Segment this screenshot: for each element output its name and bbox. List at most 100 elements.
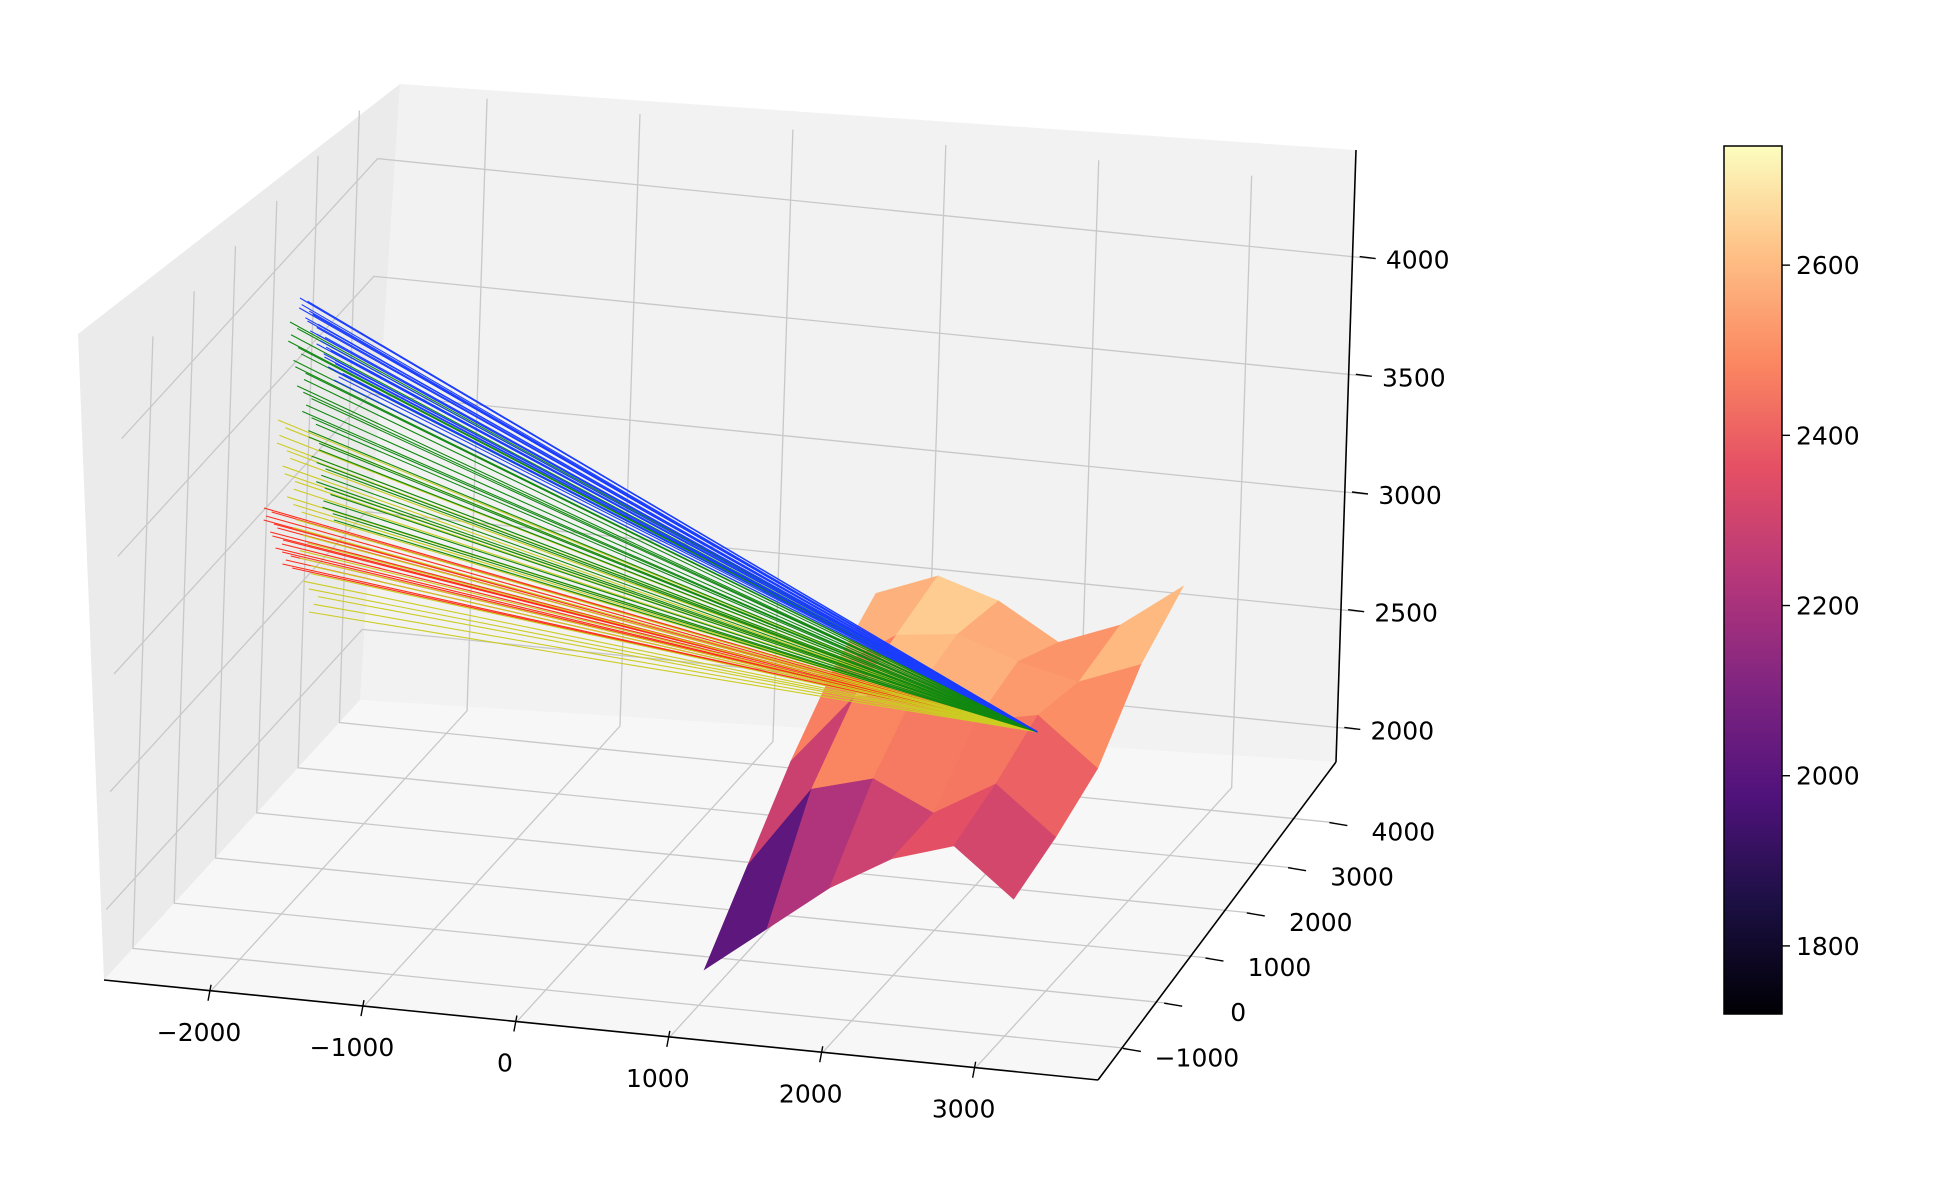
x-tick-mark xyxy=(207,984,212,1001)
ray-line xyxy=(316,327,1038,733)
colorbar: 1800 2000 2200 2400 2600 xyxy=(1723,145,1860,1015)
ray-line xyxy=(306,542,1038,733)
x-tick-mark xyxy=(513,1015,518,1032)
x-tick-mark xyxy=(360,1000,365,1017)
ray-line xyxy=(330,349,1038,733)
ray-line xyxy=(333,519,1038,733)
ray-line xyxy=(311,455,1038,733)
x-tick-label: −1000 xyxy=(310,1033,395,1062)
x-tick-label: 2000 xyxy=(779,1079,843,1108)
surface-patch xyxy=(953,783,1056,900)
y-tick-label: 3000 xyxy=(1330,863,1394,892)
ray-line xyxy=(311,398,1038,733)
ray-line xyxy=(313,603,1038,733)
z-tick-mark xyxy=(1348,608,1365,613)
ray-line xyxy=(310,565,1038,733)
ray-line xyxy=(305,404,1038,733)
ray-line xyxy=(338,376,1038,733)
y-tick-label: −1000 xyxy=(1155,1043,1240,1072)
y-tick-mark xyxy=(1164,1002,1183,1007)
ray-line xyxy=(307,300,1038,733)
ray-line xyxy=(310,573,1038,733)
y-axis-line xyxy=(1097,761,1337,1081)
y-gridline xyxy=(256,200,1251,914)
z-tick-mark xyxy=(1359,255,1376,260)
ray-line xyxy=(305,372,1038,733)
x-gridline xyxy=(516,129,794,1022)
colorbar-tick-label: 2000 xyxy=(1796,762,1860,791)
y-tick-mark xyxy=(1329,821,1348,827)
ray-line xyxy=(342,372,1038,733)
ray-line xyxy=(308,611,1038,733)
ray-line xyxy=(315,423,1038,733)
z-tick-mark xyxy=(1351,491,1369,495)
x-axis-ticks: −2000 −1000 0 1000 2000 3000 xyxy=(157,984,996,1124)
z-axis-ticks: 2000 2500 3000 3500 4000 xyxy=(1344,246,1450,745)
x-tick-label: −2000 xyxy=(157,1018,242,1047)
z-gridline xyxy=(117,275,1368,557)
y-tick-mark xyxy=(1246,912,1265,917)
y-tick-label: 1000 xyxy=(1248,953,1312,982)
ray-line xyxy=(330,493,1038,733)
x-tick-mark xyxy=(666,1030,671,1048)
x-gridline xyxy=(363,114,641,1007)
ray-line xyxy=(282,465,1038,733)
ray-line xyxy=(311,417,1038,733)
ray-line xyxy=(303,580,1038,733)
ray-fan xyxy=(263,297,1038,733)
ray-line xyxy=(318,442,1038,733)
ray-line xyxy=(318,449,1038,733)
ray-line xyxy=(324,336,1038,733)
ray-line xyxy=(303,378,1038,733)
y-tick-mark xyxy=(1205,957,1224,962)
y-tick-label: 0 xyxy=(1230,998,1246,1027)
z-tick-mark xyxy=(1344,726,1361,731)
ray-line xyxy=(323,500,1038,733)
colorbar-gradient xyxy=(1723,145,1783,1015)
ray-line xyxy=(302,534,1038,733)
x-tick-mark xyxy=(971,1061,977,1078)
colorbar-tick-label: 2600 xyxy=(1796,251,1860,280)
y-gridline xyxy=(132,336,1127,1050)
y-tick-mark xyxy=(1122,1047,1142,1053)
ray-line xyxy=(324,487,1038,733)
x-tick-label: 0 xyxy=(497,1049,513,1078)
colorbar-tick-label: 2400 xyxy=(1796,421,1860,450)
z-gridline xyxy=(109,511,1361,793)
ray-line xyxy=(299,550,1038,733)
y-gridline xyxy=(214,246,1210,959)
y-tick-label: 2000 xyxy=(1289,908,1353,937)
z-tick-label: 3500 xyxy=(1382,363,1446,392)
ray-line xyxy=(308,588,1038,733)
z-tick-label: 2500 xyxy=(1374,599,1438,628)
z-tick-label: 3000 xyxy=(1378,481,1442,510)
ray-line xyxy=(317,323,1038,733)
x-tick-mark xyxy=(819,1046,824,1063)
x-tick-label: 1000 xyxy=(626,1064,690,1093)
ray-line xyxy=(296,519,1038,733)
colorbar-ticks: 1800 2000 2200 2400 2600 xyxy=(1782,251,1860,961)
z-gridline xyxy=(121,157,1372,440)
ray-line xyxy=(300,557,1038,733)
ray-line xyxy=(312,313,1038,733)
ray-line xyxy=(292,526,1038,733)
ray-line xyxy=(265,515,1038,733)
colorbar-tick-label: 1800 xyxy=(1796,932,1860,961)
ray-line xyxy=(308,430,1038,733)
z-gridline xyxy=(113,393,1365,675)
ray-line xyxy=(317,596,1038,733)
x-gridline xyxy=(975,175,1253,1069)
z-axis-line xyxy=(1335,149,1357,763)
x-axis-line xyxy=(103,979,1099,1081)
ray-line xyxy=(334,363,1038,733)
ray-line xyxy=(321,474,1038,733)
x-gridline xyxy=(210,98,488,992)
x-tick-label: 3000 xyxy=(932,1095,996,1124)
ray-line xyxy=(333,379,1038,733)
ray-line xyxy=(332,513,1038,733)
z-tick-label: 2000 xyxy=(1370,716,1434,745)
axis-lines xyxy=(103,149,1357,1081)
y-tick-label: 4000 xyxy=(1372,818,1436,847)
